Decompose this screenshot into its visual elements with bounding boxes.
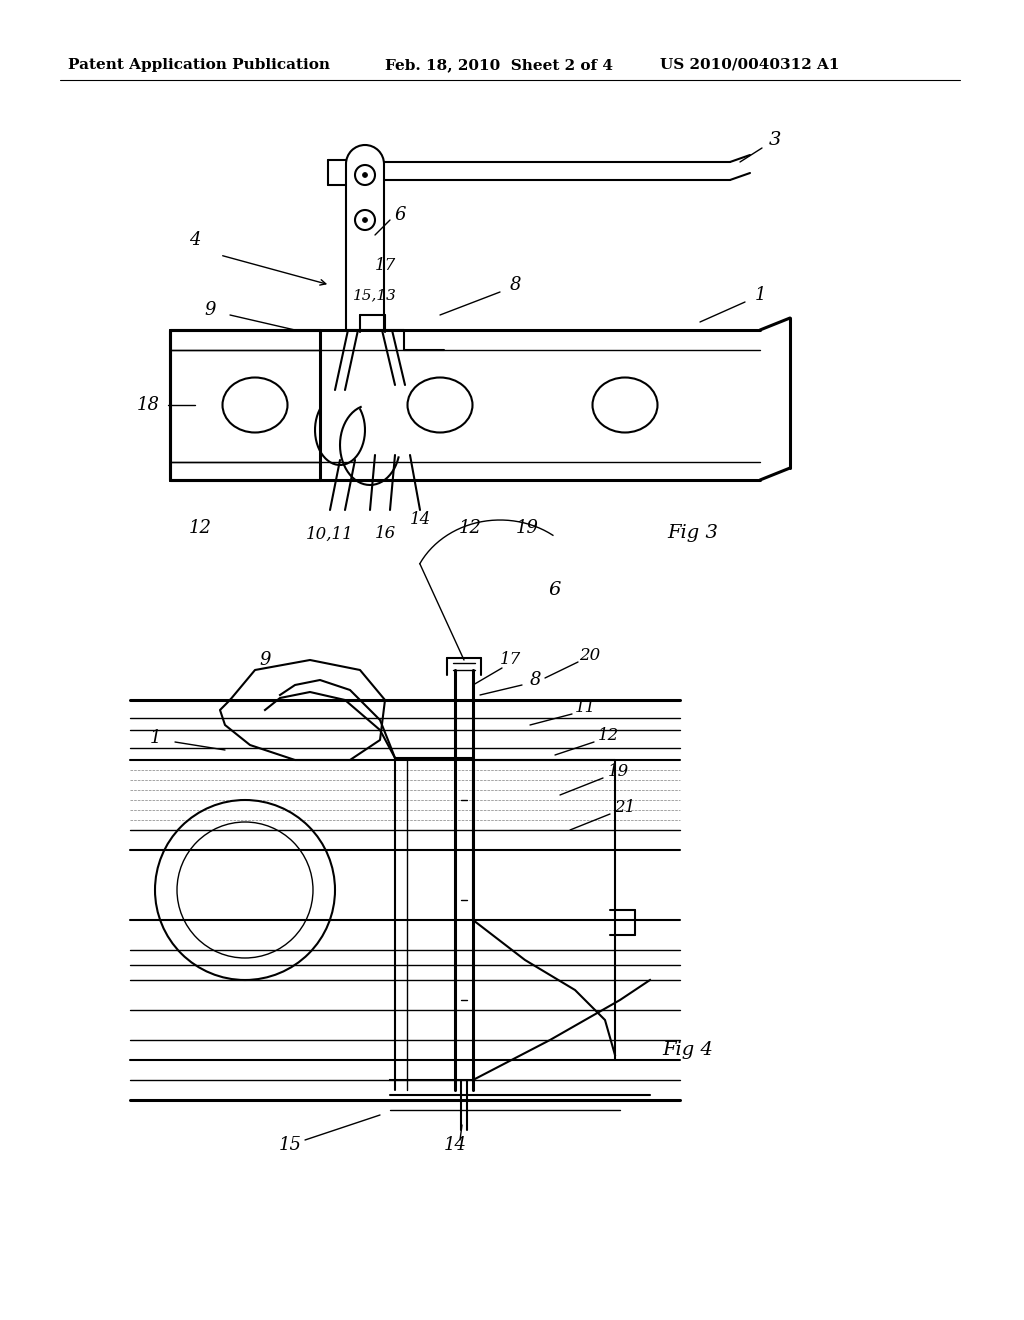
Text: 12: 12: [459, 519, 481, 537]
Text: 3: 3: [769, 131, 781, 149]
Text: 18: 18: [136, 396, 160, 414]
Text: 14: 14: [410, 511, 431, 528]
Text: 1: 1: [755, 286, 766, 304]
Text: Feb. 18, 2010  Sheet 2 of 4: Feb. 18, 2010 Sheet 2 of 4: [385, 58, 613, 73]
Text: 11: 11: [574, 700, 596, 717]
Text: 8: 8: [509, 276, 521, 294]
Text: 20: 20: [580, 647, 601, 664]
Text: US 2010/0040312 A1: US 2010/0040312 A1: [660, 58, 840, 73]
Text: Fig 4: Fig 4: [663, 1041, 714, 1059]
Text: 12: 12: [188, 519, 212, 537]
Text: 19: 19: [607, 763, 629, 780]
Text: 9: 9: [204, 301, 216, 319]
Circle shape: [362, 173, 368, 177]
Text: 16: 16: [375, 525, 395, 543]
Text: 12: 12: [597, 727, 618, 744]
Text: 10,11: 10,11: [306, 525, 354, 543]
Text: 8: 8: [529, 671, 541, 689]
Text: 6: 6: [394, 206, 406, 224]
Text: 1: 1: [150, 729, 161, 747]
Text: 14: 14: [443, 1137, 467, 1154]
Circle shape: [362, 218, 368, 223]
Text: 17: 17: [500, 652, 520, 668]
Text: Fig 3: Fig 3: [668, 524, 719, 543]
Text: 4: 4: [189, 231, 201, 249]
Text: 15,13: 15,13: [353, 288, 397, 302]
Text: 15: 15: [279, 1137, 301, 1154]
Text: 9: 9: [259, 651, 270, 669]
Text: 17: 17: [375, 256, 395, 273]
Text: 6: 6: [549, 581, 561, 599]
Text: Patent Application Publication: Patent Application Publication: [68, 58, 330, 73]
Text: 21: 21: [614, 800, 636, 817]
Text: 19: 19: [515, 519, 539, 537]
